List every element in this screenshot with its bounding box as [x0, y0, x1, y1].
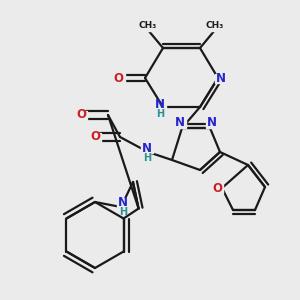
- Bar: [211, 184, 223, 193]
- Text: H: H: [156, 109, 164, 119]
- Text: O: O: [113, 71, 123, 85]
- Text: CH₃: CH₃: [139, 22, 157, 31]
- Bar: [141, 143, 153, 152]
- Bar: [139, 22, 157, 31]
- Text: CH₃: CH₃: [206, 22, 224, 31]
- Bar: [111, 73, 125, 83]
- Bar: [206, 118, 218, 127]
- Text: N: N: [175, 116, 185, 130]
- Text: N: N: [207, 116, 217, 130]
- Text: N: N: [155, 98, 165, 110]
- Text: N: N: [118, 196, 128, 208]
- Bar: [174, 118, 186, 127]
- Text: O: O: [76, 109, 86, 122]
- Bar: [154, 104, 166, 113]
- Bar: [215, 74, 227, 82]
- Bar: [89, 133, 101, 142]
- Text: N: N: [142, 142, 152, 154]
- Text: O: O: [90, 130, 100, 143]
- Bar: [206, 22, 224, 31]
- Text: H: H: [119, 207, 127, 217]
- Bar: [117, 197, 129, 206]
- Text: O: O: [212, 182, 222, 194]
- Text: N: N: [216, 71, 226, 85]
- Bar: [75, 110, 87, 119]
- Text: H: H: [143, 153, 151, 163]
